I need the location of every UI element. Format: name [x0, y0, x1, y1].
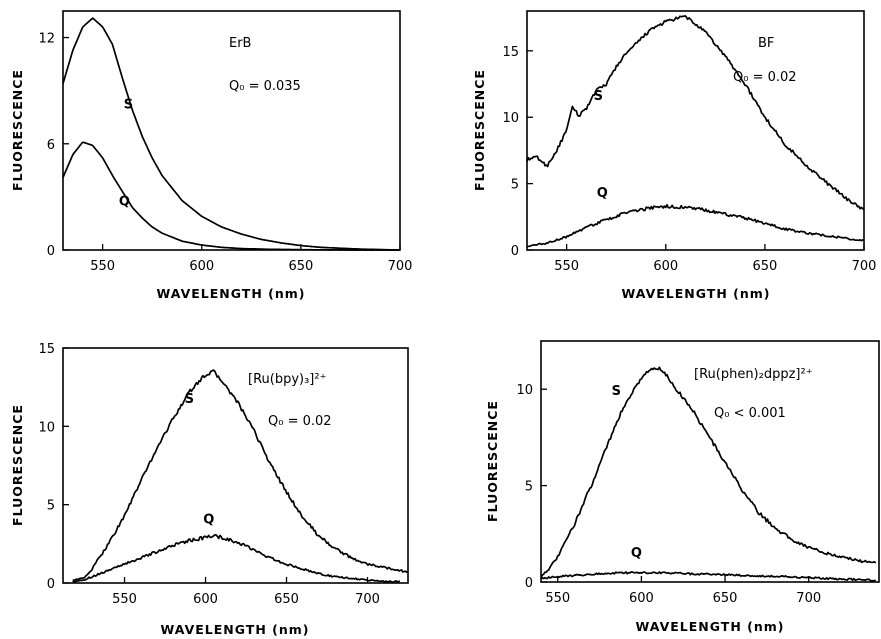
y-tick-label: 5 — [47, 499, 55, 514]
y-tick-label: 0 — [47, 244, 55, 259]
ticks: 550 600 650 700 0 6 12 — [38, 32, 412, 274]
x-tick-label: 700 — [852, 259, 877, 274]
x-axis-title: WAVELENGTH (nm) — [636, 619, 785, 634]
x-tick-label: 600 — [629, 591, 654, 606]
series-curve-s — [526, 14, 865, 211]
y-axis-title: FLUORESCENCE — [10, 69, 25, 191]
y-tick-label: 10 — [38, 420, 55, 435]
y-tick-label: 0 — [511, 244, 519, 259]
series-curve-s — [62, 17, 400, 251]
compound-label: [Ru(bpy)₃]²⁺ — [248, 372, 326, 387]
series-curve-q — [72, 533, 400, 583]
y-axis-title: FLUORESCENCE — [10, 404, 25, 526]
curves: SQ — [62, 17, 400, 251]
x-tick-label: 650 — [713, 591, 738, 606]
x-axis-title: WAVELENGTH (nm) — [161, 622, 310, 637]
x-tick-label: 550 — [90, 259, 115, 274]
curves: SQ — [72, 369, 409, 583]
series-curve-q — [526, 203, 865, 248]
series-curve-q — [62, 141, 400, 251]
compound-label: [Ru(phen)₂dppz]²⁺ — [694, 367, 813, 382]
quantum-yield-label: Q₀ < 0.001 — [714, 406, 786, 421]
x-tick-label: 600 — [189, 259, 214, 274]
plot-frame — [540, 340, 880, 583]
series-curve-s — [72, 369, 409, 582]
series-label-s: S — [594, 89, 603, 104]
y-tick-label: 0 — [525, 576, 533, 591]
series-label-s: S — [124, 97, 133, 112]
series-label-q: Q — [203, 512, 214, 527]
x-tick-label: 550 — [554, 259, 579, 274]
series-curve-q — [540, 571, 877, 582]
y-tick-label: 5 — [511, 178, 519, 193]
curves: SQ — [526, 14, 865, 248]
x-tick-label: 650 — [274, 592, 299, 607]
x-tick-label: 700 — [796, 591, 821, 606]
plot-frame — [62, 347, 409, 584]
series-label-q: Q — [597, 186, 608, 201]
y-tick-label: 10 — [516, 383, 533, 398]
y-tick-label: 15 — [38, 342, 55, 357]
x-tick-label: 700 — [355, 592, 380, 607]
x-tick-label: 550 — [545, 591, 570, 606]
x-tick-label: 700 — [388, 259, 413, 274]
ticks: 550 600 650 700 0 5 10 — [516, 383, 821, 606]
series-label-q: Q — [119, 195, 130, 210]
x-tick-label: 650 — [288, 259, 313, 274]
y-axis-title: FLUORESCENCE — [485, 400, 500, 522]
x-axis-title: WAVELENGTH (nm) — [622, 286, 771, 301]
y-axis-title: FLUORESCENCE — [472, 69, 487, 191]
quantum-yield-label: Q₀ = 0.02 — [268, 414, 332, 429]
quantum-yield-label: Q₀ = 0.035 — [229, 79, 301, 94]
plot-frame — [62, 10, 401, 251]
plot-frame — [526, 10, 865, 251]
y-tick-label: 15 — [502, 45, 519, 60]
series-label-q: Q — [631, 546, 642, 561]
y-tick-label: 0 — [47, 577, 55, 592]
y-tick-label: 6 — [47, 138, 55, 153]
quantum-yield-label: Q₀ = 0.02 — [733, 70, 797, 85]
x-tick-label: 650 — [752, 259, 777, 274]
y-tick-label: 12 — [38, 32, 55, 47]
series-label-s: S — [185, 392, 194, 407]
ticks: 550 600 650 700 0 5 10 15 — [38, 342, 379, 607]
y-tick-label: 5 — [525, 480, 533, 495]
y-tick-label: 10 — [502, 111, 519, 126]
x-tick-label: 600 — [653, 259, 678, 274]
x-tick-label: 550 — [112, 592, 137, 607]
x-axis-title: WAVELENGTH (nm) — [157, 286, 306, 301]
x-tick-label: 600 — [193, 592, 218, 607]
curves: SQ — [540, 366, 877, 582]
compound-label: ErB — [229, 36, 251, 51]
compound-label: BF — [758, 36, 774, 51]
series-curve-s — [540, 366, 877, 578]
series-label-s: S — [612, 384, 621, 399]
ticks: 550 600 650 700 0 5 10 15 — [502, 45, 876, 274]
